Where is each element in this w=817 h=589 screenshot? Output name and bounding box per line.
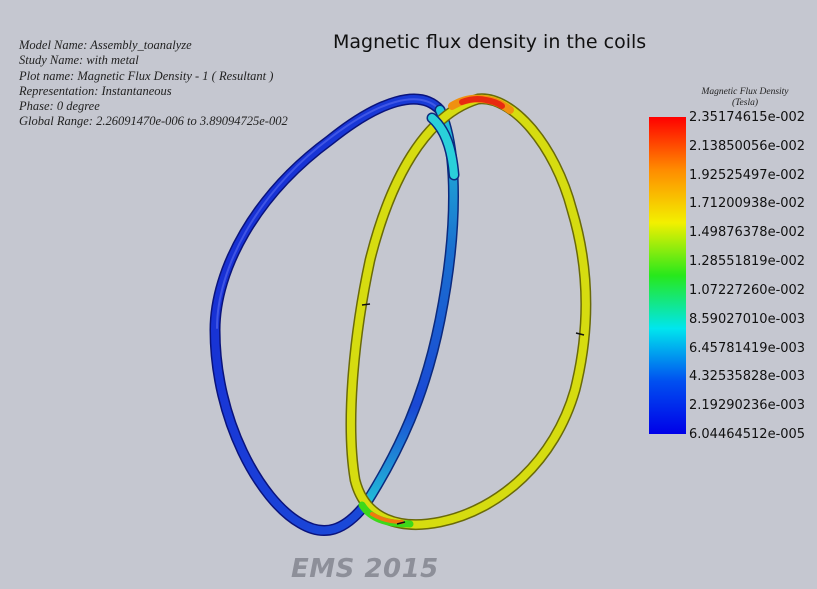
legend-tick-label: 1.92525497e-002 <box>689 167 806 183</box>
legend-tick-label: 2.35174615e-002 <box>689 110 806 125</box>
right-coil-body <box>346 94 590 529</box>
study-name: Study Name: with metal <box>19 53 139 68</box>
plot-title: Magnetic flux density in the coils <box>333 31 647 53</box>
phase: Phase: 0 degree <box>19 99 100 114</box>
legend-title-line2: (Tesla) <box>731 98 759 108</box>
legend-tick-label: 1.71200938e-002 <box>689 196 806 212</box>
right-coil <box>345 93 592 531</box>
global-range: Global Range: 2.26091470e-006 to 3.89094… <box>19 114 288 129</box>
legend-title-line1: Magnetic Flux Density <box>701 87 789 97</box>
legend-colorbar <box>649 117 686 434</box>
model-name: Model Name: Assembly_toanalyze <box>19 38 192 52</box>
study-info: Model Name: Assembly_toanalyze Study Nam… <box>19 38 288 130</box>
left-coil <box>209 93 459 536</box>
legend-tick-label: 2.19290236e-003 <box>689 398 806 414</box>
legend-tick-label: 1.28551819e-002 <box>689 254 806 270</box>
legend-tick-label: 2.13850056e-002 <box>689 138 806 154</box>
watermark: EMS 2015 <box>291 554 439 584</box>
legend-tick-label: 1.07227260e-002 <box>689 282 806 298</box>
representation: Representation: Instantaneous <box>19 83 172 98</box>
plot-name: Plot name: Magnetic Flux Density - 1 ( R… <box>19 68 274 83</box>
legend-tick-label: 4.32535828e-003 <box>689 369 806 385</box>
legend-tick-label: 1.49876378e-002 <box>689 225 806 241</box>
legend-tick-label: 6.04464512e-005 <box>689 427 806 442</box>
legend-tick-label: 8.59027010e-003 <box>689 311 806 327</box>
legend-tick-label: 6.45781419e-003 <box>689 340 806 356</box>
legend-title: Magnetic Flux Density (Tesla) <box>680 87 810 109</box>
